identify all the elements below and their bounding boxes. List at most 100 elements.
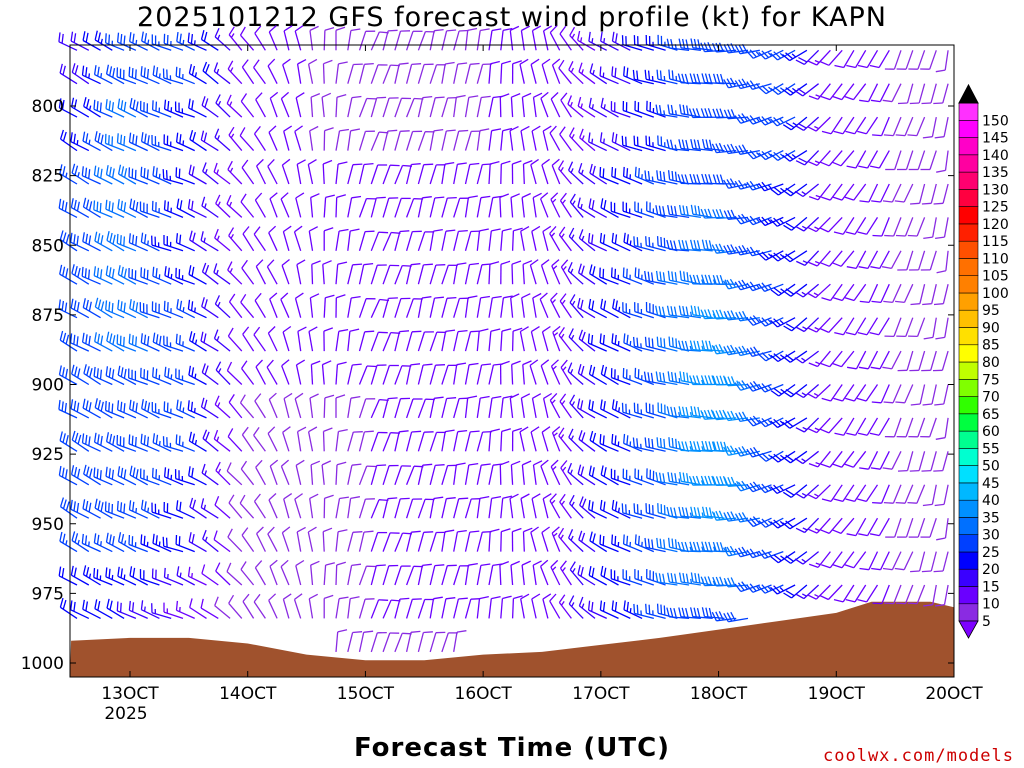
wind-barb-feather <box>753 446 760 456</box>
wind-barb-feather <box>349 328 360 332</box>
wind-barb-feather <box>679 104 682 114</box>
wind-barb-shaft <box>476 97 482 118</box>
wind-barb-feather <box>559 393 567 402</box>
wind-barb-feather <box>70 97 75 108</box>
wind-barb-feather <box>695 475 701 486</box>
wind-barb-half-feather <box>618 407 621 413</box>
wind-barb-feather <box>626 67 629 78</box>
wind-barb <box>335 161 348 185</box>
wind-barb-half-feather <box>553 332 559 337</box>
wind-barb-feather <box>131 602 135 612</box>
wind-barb <box>808 183 831 201</box>
wind-barb-feather <box>663 338 666 348</box>
wind-barb-feather <box>819 428 830 434</box>
wind-barb <box>894 183 914 203</box>
wind-barb-feather <box>470 430 480 433</box>
wind-barb <box>795 216 820 232</box>
wind-barb-half-feather <box>767 218 772 224</box>
wind-barb-feather <box>336 93 347 98</box>
wind-barb-shaft <box>830 283 843 301</box>
wind-barb-feather <box>376 196 386 199</box>
wind-barb <box>116 601 137 620</box>
wind-barb-feather <box>579 496 584 506</box>
wind-barb-shaft <box>241 368 255 385</box>
wind-barb-half-feather <box>77 539 80 545</box>
wind-barb <box>347 195 362 218</box>
wind-barb <box>105 466 125 486</box>
wind-barb-feather <box>422 463 433 466</box>
wind-barb <box>187 32 207 51</box>
wind-barb-feather <box>191 100 194 110</box>
wind-barb <box>129 97 149 118</box>
wind-barb-feather <box>682 472 686 483</box>
wind-barb-shaft <box>828 49 843 66</box>
wind-barb <box>152 65 172 85</box>
wind-barb-feather <box>846 64 856 69</box>
wind-barb-half-feather <box>801 458 806 462</box>
wind-barb-feather <box>560 92 568 101</box>
wind-barb-shaft <box>228 401 243 419</box>
wind-barb <box>335 428 348 452</box>
wind-barb-shaft <box>464 164 471 185</box>
wind-barb-shaft <box>405 64 413 84</box>
wind-barb <box>323 294 335 318</box>
wind-barb-feather <box>295 459 305 466</box>
wind-barb <box>240 293 255 319</box>
wind-barb <box>611 534 631 553</box>
wind-barb <box>162 436 184 452</box>
wind-barb-feather <box>770 586 778 595</box>
wind-barb <box>321 92 332 118</box>
wind-barb-feather <box>165 170 168 180</box>
wind-barb <box>808 350 831 368</box>
wind-barb-feather <box>761 50 769 58</box>
wind-barb <box>405 363 421 385</box>
wind-barb-feather <box>309 393 319 399</box>
wind-barb-feather <box>600 565 604 576</box>
wind-barb <box>128 267 148 285</box>
wind-barb-feather <box>179 234 182 245</box>
wind-barb <box>453 529 467 552</box>
wind-barb-feather <box>61 568 65 578</box>
wind-barb-feather <box>882 567 893 571</box>
wind-barb <box>511 60 522 84</box>
wind-barb-half-feather <box>204 470 208 476</box>
wind-barb-half-feather <box>230 233 234 239</box>
wind-barb-feather <box>502 227 512 232</box>
wind-barb <box>846 417 867 436</box>
wind-barb-feather <box>674 272 678 282</box>
wind-barb-feather <box>703 42 709 52</box>
wind-barb-feather <box>242 326 250 335</box>
wind-barb <box>417 631 433 653</box>
wind-barb <box>857 317 879 336</box>
wind-barb-half-feather <box>570 535 574 541</box>
wind-barb <box>394 565 411 586</box>
wind-barb <box>255 459 266 486</box>
wind-barb-feather <box>559 493 566 503</box>
wind-barb-feather <box>96 569 99 579</box>
wind-barb-feather <box>719 174 724 184</box>
wind-barb <box>117 532 137 553</box>
wind-barb-half-feather <box>591 104 594 110</box>
wind-barb-shaft <box>254 32 266 51</box>
wind-barb-half-feather <box>629 240 632 246</box>
wind-barb-shaft <box>141 508 160 519</box>
wind-barb-feather <box>490 428 500 433</box>
wind-barb <box>321 460 332 485</box>
wind-barb-feather <box>352 531 363 533</box>
wind-barb-feather <box>189 230 193 241</box>
wind-barb <box>611 166 631 185</box>
wind-barb-feather <box>668 69 671 80</box>
wind-barb <box>441 129 456 151</box>
wind-barb-feather <box>808 161 818 167</box>
wind-barb <box>712 576 737 587</box>
wind-barb-feather <box>758 182 766 192</box>
wind-barb <box>213 62 231 85</box>
wind-barb-feather <box>677 541 682 552</box>
wind-barb-feather <box>730 244 736 254</box>
wind-barb <box>453 429 468 452</box>
wind-barb-feather <box>82 197 87 208</box>
wind-barb <box>520 593 530 619</box>
wind-barb-feather <box>603 567 607 578</box>
wind-barb-feather <box>746 448 753 458</box>
wind-barb <box>678 572 701 586</box>
